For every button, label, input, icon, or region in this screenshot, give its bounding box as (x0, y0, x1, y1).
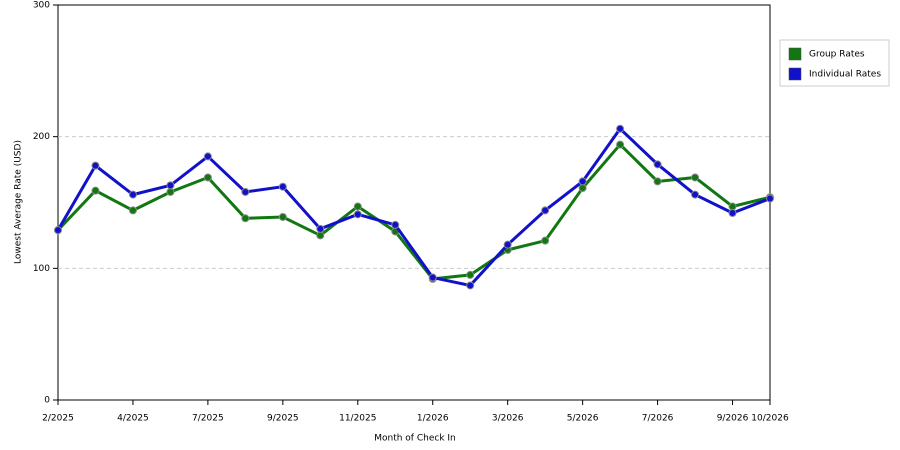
data-point (278, 212, 287, 221)
data-point (278, 182, 287, 191)
x-tick-label: 1/2026 (417, 414, 449, 424)
plot-area (57, 4, 771, 401)
series-line (56, 126, 771, 288)
x-tick-label: 5/2026 (567, 414, 599, 424)
data-point (91, 186, 100, 195)
data-point (128, 190, 137, 199)
data-point (203, 173, 212, 182)
data-point (541, 236, 550, 245)
data-point (166, 187, 175, 196)
data-point (766, 194, 774, 203)
data-point (728, 202, 737, 211)
data-point (691, 173, 700, 182)
x-tick-label: 9/2025 (267, 414, 299, 424)
x-tick-label: 2/2025 (42, 414, 74, 424)
data-point (316, 224, 325, 233)
data-point (578, 177, 587, 186)
data-point (428, 273, 437, 282)
x-tick-label: 9/2026 (717, 414, 749, 424)
data-point (391, 220, 400, 229)
data-point (54, 226, 62, 235)
y-tick-label: 300 (33, 1, 50, 11)
data-point (316, 231, 325, 240)
legend-label: Group Rates (809, 50, 865, 60)
data-point (653, 160, 662, 169)
data-point (241, 214, 250, 223)
x-tick-label: 7/2026 (642, 414, 674, 424)
data-point (653, 177, 662, 186)
data-point (578, 184, 587, 193)
series-line (56, 142, 771, 281)
data-point (241, 187, 250, 196)
data-point (203, 152, 212, 161)
y-tick-label: 0 (44, 396, 50, 406)
x-tick-label: 10/2026 (751, 414, 789, 424)
y-tick-label: 100 (33, 264, 50, 274)
y-tick-label: 200 (33, 132, 50, 142)
data-point (616, 124, 625, 133)
data-point (128, 206, 137, 215)
data-point (503, 240, 512, 249)
y-axis-label: Lowest Average Rate (USD) (14, 140, 24, 264)
data-point (691, 190, 700, 199)
data-point (353, 210, 362, 219)
data-point (466, 281, 475, 290)
data-point (728, 209, 737, 218)
x-tick-label: 7/2025 (192, 414, 224, 424)
legend-swatch (788, 47, 802, 61)
legend-swatch (788, 67, 802, 81)
data-point (353, 202, 362, 211)
data-point (541, 206, 550, 215)
data-point (166, 181, 175, 190)
legend-label: Individual Rates (809, 70, 881, 80)
x-axis-label: Month of Check In (374, 434, 456, 444)
x-tick-label: 4/2025 (117, 414, 149, 424)
data-point (91, 161, 100, 170)
x-tick-label: 11/2025 (339, 414, 376, 424)
data-point (616, 140, 625, 149)
data-point (466, 270, 475, 279)
x-tick-label: 3/2026 (492, 414, 524, 424)
